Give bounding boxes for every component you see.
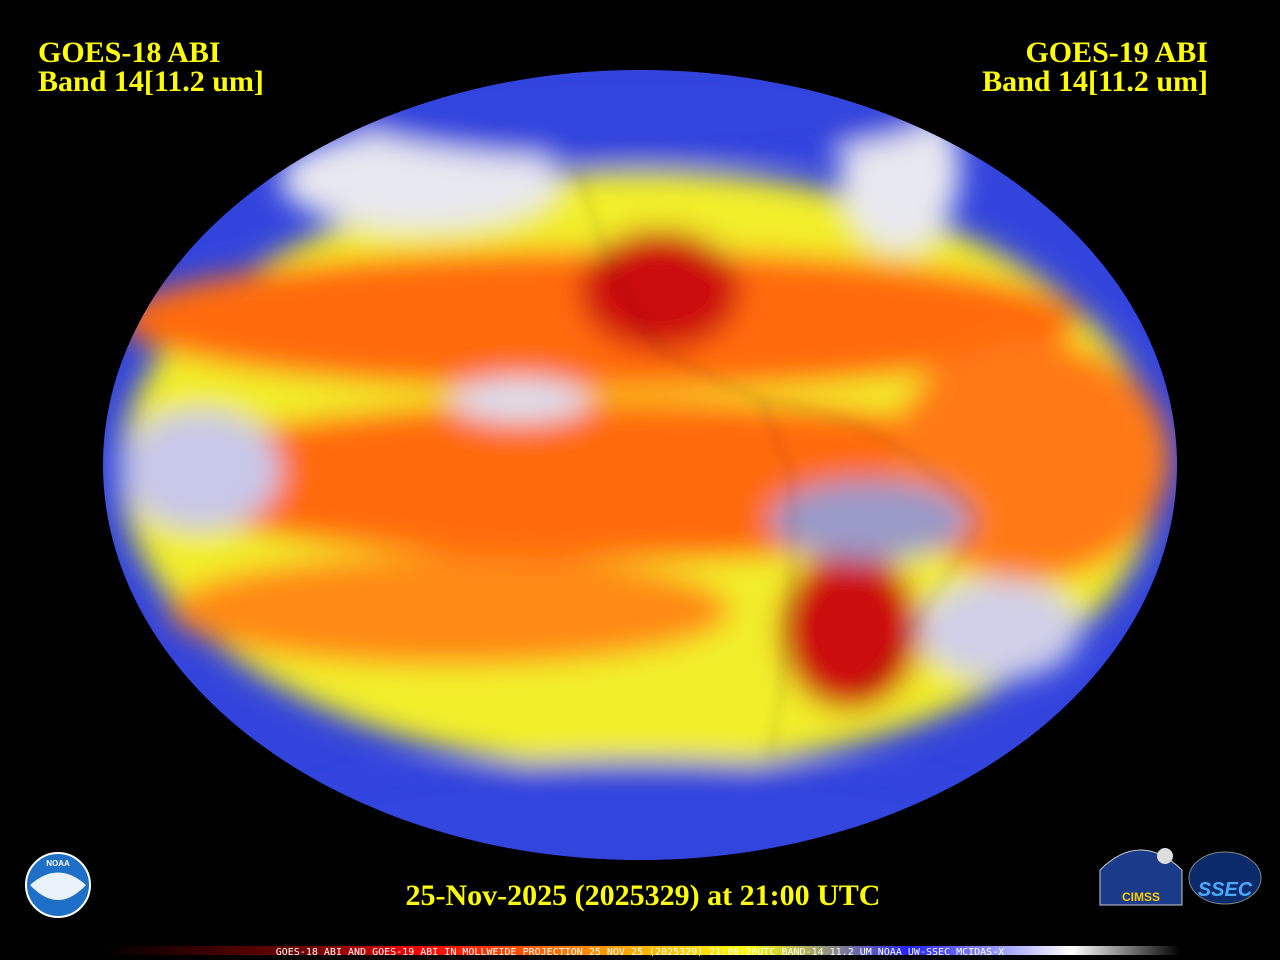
footer: GOES-18 ABI AND GOES-19 ABI IN MOLLWEIDE…	[276, 947, 1004, 958]
cimss-logo: CIMSS	[1099, 848, 1183, 906]
right-label: GOES-19 ABI Band 14[11.2 um]	[982, 36, 1208, 98]
globe-image	[103, 70, 1177, 860]
right-band: Band 14[11.2 um]	[982, 65, 1208, 98]
left-label: GOES-18 ABI Band 14[11.2 um]	[38, 36, 264, 98]
color-bar	[100, 946, 1180, 955]
left-title: GOES-18 ABI	[38, 36, 221, 69]
noaa-text: NOAA	[46, 859, 70, 868]
ssec-text: SSEC	[1198, 879, 1253, 901]
cimss-text: CIMSS	[1122, 890, 1160, 904]
left-band: Band 14[11.2 um]	[38, 65, 264, 98]
right-title: GOES-19 ABI	[1025, 36, 1208, 69]
ssec-logo: SSEC	[1188, 851, 1262, 905]
timestamp: 25-Nov-2025 (2025329) at 21:00 UTC	[406, 879, 881, 912]
noaa-logo: NOAA	[25, 852, 91, 918]
